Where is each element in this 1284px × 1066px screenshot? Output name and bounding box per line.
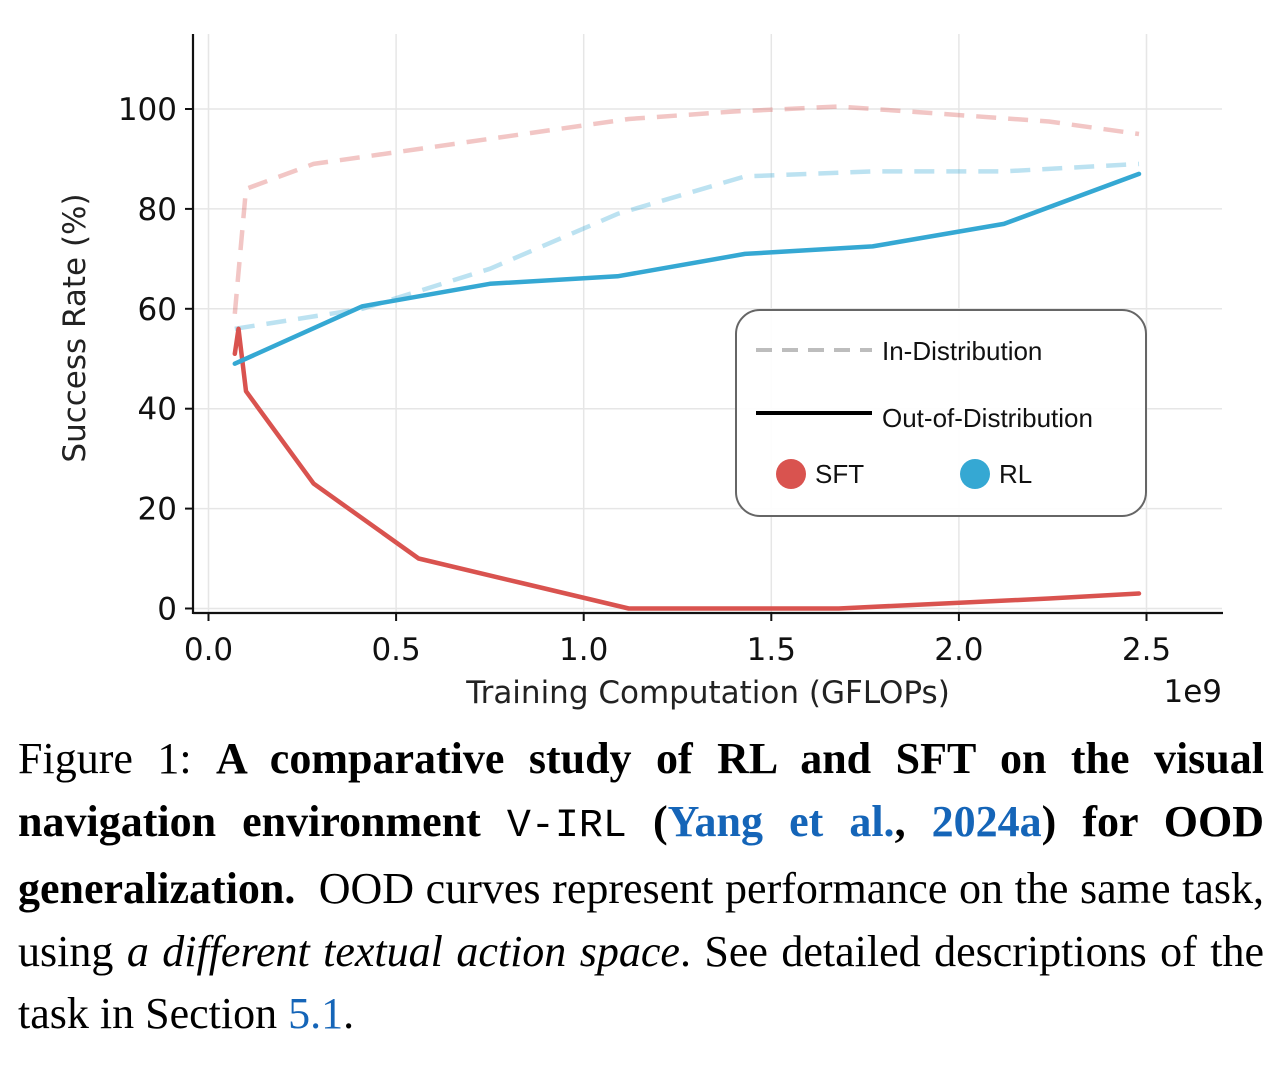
- x-tick-label: 2.0: [934, 632, 983, 668]
- legend-label-out-of-distribution: Out-of-Distribution: [882, 403, 1093, 433]
- series-line-rl-in-distribution: [234, 161, 1140, 332]
- x-tick-label: 2.5: [1122, 632, 1171, 668]
- series-lines: [232, 104, 1142, 611]
- series-line-sft-in-distribution: [232, 104, 1140, 315]
- legend-label-sft: SFT: [815, 459, 864, 489]
- caption-section-link[interactable]: 5.1: [288, 989, 344, 1038]
- x-tick-label: 0.5: [371, 632, 420, 668]
- y-tick-label: 80: [138, 192, 177, 228]
- caption-citation-year[interactable]: 2024a: [931, 796, 1042, 846]
- x-tick-label: 1.0: [559, 632, 608, 668]
- caption-figure-label: Figure 1:: [18, 734, 192, 783]
- legend-rl-marker: [960, 459, 990, 489]
- caption-close-paren: ): [1041, 796, 1057, 846]
- caption-body-text: OOD curves represent performance on the …: [18, 864, 1264, 976]
- legend: In-Distribution Out-of-Distribution SFT …: [735, 309, 1147, 517]
- caption-bold-ood: for OOD generalization.: [18, 796, 1265, 914]
- series-line-rl-out-of-distribution: [232, 171, 1142, 366]
- chart: 0.0 0.5 1.0 1.5 2.0 2.5 0 20 40 60 80 100 Success R…: [57, 34, 1223, 711]
- caption-env-name: V-IRL: [506, 803, 627, 849]
- caption-body-text-2: . See detailed descriptions of the task …: [18, 926, 1265, 1039]
- y-tick-label: 0: [157, 592, 177, 628]
- x-axis-label: Training Computation (GFLOPs): [465, 675, 950, 711]
- y-tick-label: 40: [138, 392, 177, 428]
- ticks: 0.0 0.5 1.0 1.5 2.0 2.5 0 20 40 60 80 100: [118, 92, 1171, 668]
- caption-citation-sep: ,: [894, 796, 932, 846]
- caption-open-paren: (: [653, 796, 668, 846]
- x-tick-label: 0.0: [184, 632, 233, 668]
- y-tick-label: 20: [138, 492, 177, 528]
- x-tick-label: 1.5: [747, 632, 796, 668]
- caption-bold-title: A comparative study of RL and SFT on the…: [18, 734, 1264, 846]
- x-axis-multiplier: 1e9: [1163, 674, 1222, 710]
- series-line-sft-out-of-distribution: [232, 326, 1142, 611]
- legend-frame: [735, 309, 1147, 517]
- axes: [191, 34, 1223, 615]
- caption-italic-text: a different textual action space: [126, 926, 680, 976]
- caption-end: .: [343, 989, 355, 1038]
- legend-sft-marker: [776, 459, 806, 489]
- caption-citation-authors[interactable]: Yang et al.: [667, 796, 895, 846]
- y-axis-label: Success Rate (%): [57, 193, 93, 462]
- figure-caption: Figure 1: A comparative study of RL and …: [18, 728, 1264, 1046]
- legend-label-rl: RL: [999, 459, 1032, 489]
- legend-label-in-distribution: In-Distribution: [882, 336, 1042, 366]
- y-tick-label: 100: [118, 92, 177, 128]
- y-tick-label: 60: [138, 292, 177, 328]
